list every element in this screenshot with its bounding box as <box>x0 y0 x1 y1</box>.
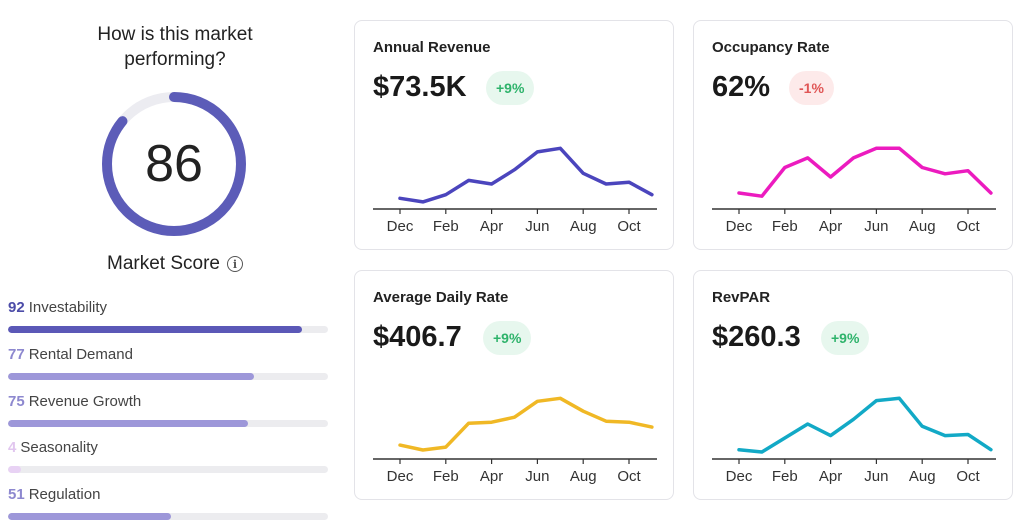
metric-seasonality: 4 Seasonality <box>8 438 328 473</box>
metric-bar-fill <box>8 373 255 380</box>
x-tick-label: Feb <box>433 218 459 235</box>
x-tick-label: Feb <box>772 218 798 235</box>
metric-value: 75 <box>8 393 25 410</box>
card-value: $73.5K <box>373 71 467 103</box>
metric-text: 51 Regulation <box>8 485 328 505</box>
metric-bar-track <box>8 513 328 520</box>
x-tick-label: Oct <box>956 218 980 235</box>
x-tick-label: Jun <box>864 468 888 485</box>
market-score-gauge: 86 <box>98 88 250 240</box>
metric-bar-fill <box>8 513 172 520</box>
panel-question: How is this market performing? <box>97 24 253 70</box>
gauge-fill <box>102 92 246 236</box>
metric-bar-track <box>8 466 328 473</box>
card-annual-revenue[interactable]: Annual Revenue $73.5K +9% Dec Feb Apr Jun Aug Oc… <box>354 20 674 250</box>
x-tick-label: Jun <box>864 218 888 235</box>
metric-label: Seasonality <box>20 439 98 456</box>
x-tick-label: Dec <box>387 218 414 235</box>
sparkline-series <box>737 396 993 454</box>
metric-bar-track <box>8 326 328 333</box>
card-title: Annual Revenue <box>373 39 491 56</box>
metric-bar-track <box>8 420 328 427</box>
x-tick-label: Jun <box>525 218 549 235</box>
sparkline-chart: Dec Feb Apr Jun Aug Oct <box>712 396 996 485</box>
change-badge: +9% <box>821 321 870 355</box>
x-tick-label: Aug <box>909 468 936 485</box>
metric-value: 77 <box>8 346 25 363</box>
x-tick-label: Aug <box>570 468 597 485</box>
x-tick-label: Apr <box>819 218 842 235</box>
sparkline-series <box>398 146 654 204</box>
x-tick-label: Dec <box>726 468 753 485</box>
metric-value: 51 <box>8 486 25 503</box>
card-revpar[interactable]: RevPAR $260.3 +9% Dec Feb Apr Jun Aug Oct <box>693 270 1013 500</box>
metric-text: 77 Rental Demand <box>8 345 328 365</box>
metric-text: 92 Investability <box>8 298 328 318</box>
metric-bar-fill <box>8 326 303 333</box>
metric-investability: 92 Investability <box>8 298 328 333</box>
sparkline-chart: Dec Feb Apr Jun Aug Oct <box>373 146 657 235</box>
metric-regulation: 51 Regulation <box>8 485 328 520</box>
card-title: RevPAR <box>712 289 771 306</box>
sparkline-chart: Dec Feb Apr Jun Aug Oct <box>712 146 996 235</box>
card-value: $406.7 <box>373 321 462 353</box>
change-badge: +9% <box>486 71 535 105</box>
card-title: Average Daily Rate <box>373 289 509 306</box>
sparkline-series <box>398 396 654 452</box>
x-tick-label: Dec <box>726 218 753 235</box>
metric-rental-demand: 77 Rental Demand <box>8 345 328 380</box>
metric-bar-track <box>8 373 328 380</box>
x-tick-label: Jun <box>525 468 549 485</box>
market-performance-panel: How is this market performing? 86 Market… <box>0 0 340 527</box>
x-tick-label: Apr <box>480 218 503 235</box>
sparkline-series <box>737 146 993 198</box>
market-score-label: Market Score <box>107 253 220 274</box>
metric-text: 75 Revenue Growth <box>8 392 328 412</box>
market-score-label-row: Market Score i <box>60 253 290 275</box>
card-average-daily-rate[interactable]: Average Daily Rate $406.7 +9% Dec Feb Apr Jun A… <box>354 270 674 500</box>
change-badge: -1% <box>789 71 834 105</box>
x-tick-label: Oct <box>617 468 641 485</box>
metric-label: Regulation <box>28 486 101 503</box>
market-score-value: 86 <box>145 135 203 193</box>
x-tick-label: Oct <box>956 468 980 485</box>
x-tick-label: Apr <box>480 468 503 485</box>
card-occupancy-rate[interactable]: Occupancy Rate 62% -1% Dec Feb Apr Jun Aug Oct <box>693 20 1013 250</box>
card-title: Occupancy Rate <box>712 39 830 56</box>
x-tick-label: Dec <box>387 468 414 485</box>
change-badge: +9% <box>483 321 532 355</box>
metric-bar-fill <box>8 420 248 427</box>
x-tick-label: Feb <box>772 468 798 485</box>
metric-label: Investability <box>28 299 108 316</box>
x-tick-label: Apr <box>819 468 842 485</box>
sparkline-chart: Dec Feb Apr Jun Aug Oct <box>373 396 657 485</box>
info-icon[interactable]: i <box>226 256 243 272</box>
x-tick-label: Oct <box>617 218 641 235</box>
x-tick-label: Feb <box>433 468 459 485</box>
x-tick-label: Aug <box>570 218 597 235</box>
card-value: $260.3 <box>712 321 801 353</box>
metric-value: 4 <box>8 439 17 456</box>
x-tick-label: Aug <box>909 218 936 235</box>
metric-bar-fill <box>8 466 21 473</box>
metric-label: Revenue Growth <box>28 393 142 410</box>
metric-value: 92 <box>8 299 25 316</box>
metric-revenue-growth: 75 Revenue Growth <box>8 392 328 427</box>
metric-text: 4 Seasonality <box>8 438 328 458</box>
card-value: 62% <box>712 71 771 103</box>
metric-label: Rental Demand <box>28 346 133 363</box>
